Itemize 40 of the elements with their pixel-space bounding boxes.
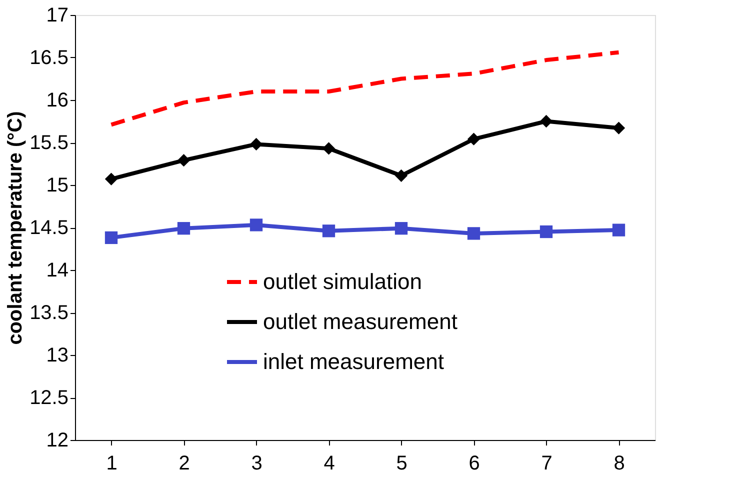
point <box>322 142 336 155</box>
x-tick-label: 3 <box>251 452 262 474</box>
point <box>612 122 626 134</box>
legend-label: inlet measurement <box>263 349 444 374</box>
y-tick-label: 13.5 <box>30 302 68 324</box>
x-tick-label: 5 <box>396 452 408 474</box>
x-tick-label: 8 <box>614 452 625 474</box>
x-tick-label: 4 <box>324 452 335 474</box>
point <box>104 172 118 186</box>
y-tick-label: 16 <box>46 90 68 112</box>
y-tick-label: 13 <box>46 344 68 366</box>
point <box>394 169 408 182</box>
y-tick-label: 15.5 <box>30 132 68 154</box>
y-axis-title: coolant temperature (°C) <box>4 111 27 345</box>
legend-label: outlet measurement <box>263 309 458 334</box>
point <box>467 132 480 146</box>
y-tick-label: 14 <box>46 260 68 282</box>
y-tick-label: 14.5 <box>30 217 68 239</box>
point <box>394 222 408 235</box>
line-series <box>109 50 621 127</box>
point <box>250 138 263 151</box>
point <box>177 222 190 235</box>
point <box>250 218 263 232</box>
legend-label: outlet simulation <box>263 269 422 294</box>
y-tick-label: 12.5 <box>30 387 68 409</box>
x-tick-label: 1 <box>106 452 118 474</box>
point <box>177 154 190 167</box>
point <box>612 224 626 236</box>
y-tick-label: 16.5 <box>30 47 68 69</box>
point <box>322 224 336 238</box>
point <box>104 231 118 244</box>
x-tick-label: 6 <box>468 452 480 474</box>
y-tick-label: 17 <box>46 4 68 26</box>
x-tick-label: 7 <box>541 452 552 474</box>
x-tick-label: 2 <box>178 452 190 474</box>
y-tick-label: 15 <box>46 174 68 196</box>
point <box>540 225 553 238</box>
point <box>540 114 553 128</box>
y-tick-label: 12 <box>46 430 68 452</box>
point <box>467 227 480 240</box>
